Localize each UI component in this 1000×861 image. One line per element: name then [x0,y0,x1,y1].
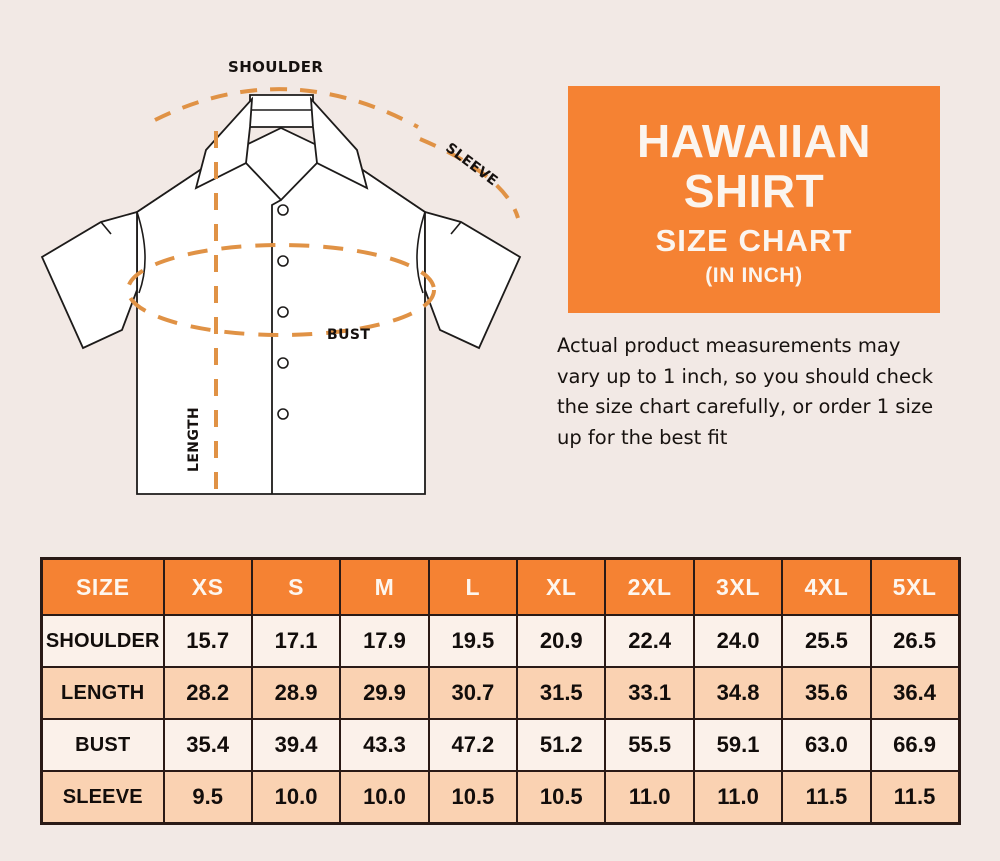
cell-length-s: 28.9 [250,666,342,720]
cell-sleeve-xs: 9.5 [162,770,253,825]
cell-bust-3xl: 59.1 [692,718,784,772]
cell-bust-xs: 35.4 [162,718,253,772]
cell-length-5xl: 36.4 [869,666,961,720]
cell-bust-5xl: 66.9 [869,718,961,772]
cell-sleeve-m: 10.0 [339,770,430,825]
right-collar-leaf [309,96,369,190]
right-shoulder-seam [450,221,462,235]
cell-shoulder-l: 19.5 [427,614,519,668]
title-block: HAWAIIAN SHIRT SIZE CHART (IN INCH) [568,86,940,313]
left-shoulder-seam [100,221,112,235]
button-placket [271,199,282,494]
column-header-4xl: 4XL [781,557,872,616]
title-line-1: HAWAIIAN [637,115,871,167]
cell-shoulder-2xl: 22.4 [604,614,695,668]
cell-length-m: 29.9 [339,666,430,720]
column-header-xl: XL [516,557,607,616]
cell-sleeve-l: 10.5 [427,770,519,825]
right-sleeve-outline [424,210,522,350]
shirt-button [277,306,289,318]
cell-sleeve-xl: 10.5 [516,770,607,825]
cell-shoulder-5xl: 26.5 [869,614,961,668]
cell-sleeve-s: 10.0 [250,770,342,825]
left-sleeve-seam [136,211,146,294]
shirt-button [277,408,289,420]
cell-length-2xl: 33.1 [604,666,695,720]
bust-guide-line [126,243,436,337]
collar-stand [249,94,314,128]
cell-shoulder-s: 17.1 [250,614,342,668]
shirt-button [277,255,289,267]
left-collar-leaf [194,96,254,190]
title-line-2: SHIRT [683,165,825,217]
sleeve-guide-line [419,137,520,219]
shirt-diagram-svg [40,87,522,497]
row-header-bust: BUST [40,718,165,772]
column-header-l: L [427,557,519,616]
cell-shoulder-xs: 15.7 [162,614,253,668]
cell-bust-2xl: 55.5 [604,718,695,772]
column-header-size: SIZE [40,557,165,616]
column-header-xs: XS [162,557,253,616]
cell-sleeve-3xl: 11.0 [692,770,784,825]
cell-length-3xl: 34.8 [692,666,784,720]
cell-length-xl: 31.5 [516,666,607,720]
right-sleeve-seam [416,211,426,294]
table-row: SHOULDER 15.7 17.1 17.9 19.5 20.9 22.4 2… [40,614,961,668]
table-row: BUST 35.4 39.4 43.3 47.2 51.2 55.5 59.1 … [40,718,961,772]
column-header-2xl: 2XL [604,557,695,616]
cell-length-xs: 28.2 [162,666,253,720]
column-header-3xl: 3XL [692,557,784,616]
shoulder-guide-line [154,87,419,129]
left-sleeve-outline [40,210,138,350]
cell-bust-l: 47.2 [427,718,519,772]
column-header-s: S [250,557,342,616]
unit-label: (IN INCH) [705,264,803,287]
cell-sleeve-5xl: 11.5 [869,770,961,825]
cell-shoulder-3xl: 24.0 [692,614,784,668]
shoulder-label: SHOULDER [228,58,324,76]
row-header-length: LENGTH [40,666,165,720]
page-title: HAWAIIAN SHIRT [568,116,940,216]
bust-label: BUST [327,327,371,343]
cell-bust-s: 39.4 [250,718,342,772]
column-header-m: M [339,557,430,616]
table-row: SLEEVE 9.5 10.0 10.0 10.5 10.5 11.0 11.0… [40,770,961,825]
cell-shoulder-m: 17.9 [339,614,430,668]
cell-length-l: 30.7 [427,666,519,720]
cell-length-4xl: 35.6 [781,666,872,720]
cell-sleeve-2xl: 11.0 [604,770,695,825]
cell-shoulder-xl: 20.9 [516,614,607,668]
shirt-illustration: SHOULDER SLEEVE BUST LENGTH [0,0,560,540]
row-header-sleeve: SLEEVE [40,770,165,825]
table-header-row: SIZE XS S M L XL 2XL 3XL 4XL 5XL [40,557,961,616]
shirt-button [277,204,289,216]
cell-bust-4xl: 63.0 [781,718,872,772]
length-label: LENGTH [186,406,202,472]
cell-shoulder-4xl: 25.5 [781,614,872,668]
cell-bust-m: 43.3 [339,718,430,772]
page-subtitle: SIZE CHART [655,223,853,258]
shirt-button [277,357,289,369]
row-header-shoulder: SHOULDER [40,614,165,668]
column-header-5xl: 5XL [869,557,961,616]
measurement-note: Actual product measurements may vary up … [557,334,934,449]
table-row: LENGTH 28.2 28.9 29.9 30.7 31.5 33.1 34.… [40,666,961,720]
cell-sleeve-4xl: 11.5 [781,770,872,825]
size-chart-table: SIZE XS S M L XL 2XL 3XL 4XL 5XL SHOULDE… [40,557,961,825]
cell-bust-xl: 51.2 [516,718,607,772]
